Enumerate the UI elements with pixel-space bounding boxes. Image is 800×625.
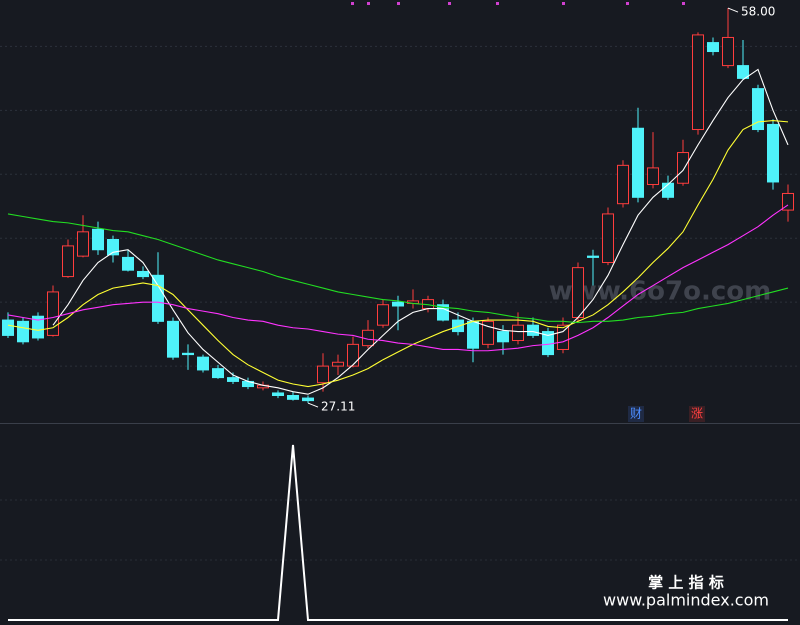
marker [626,2,629,5]
plot: 58.00 27.11 [0,5,800,621]
candle-body [17,320,29,343]
watermark-url: www.palmindex.com [603,591,769,610]
candle-body [197,356,209,371]
ma-line [7,213,789,324]
candle-body [227,377,239,382]
candle-body [617,164,629,205]
candle-body [47,291,59,336]
candle-body [182,352,194,356]
candle-body [467,320,479,349]
candle-body [632,127,644,198]
badge-rise: 涨 [691,406,703,421]
annotation-label: 27.11 [321,400,355,414]
badge-finance: 财 [630,407,642,421]
badge-box [628,406,644,422]
candle-body [722,36,734,67]
candle-body [2,319,14,336]
marker [351,2,354,5]
candle-body [77,231,89,257]
candle-body [527,324,539,336]
candle-body [587,255,599,258]
annotation-pointer [307,402,319,408]
candle-body [692,34,704,131]
marker [496,2,499,5]
candle-body [377,304,389,326]
candle-body [647,167,659,186]
candle-body [317,365,329,384]
candle-body [62,245,74,278]
candle-body [662,182,674,198]
candle-body [287,395,299,400]
ma-line [7,204,789,352]
marker [448,2,451,5]
candle-body [557,324,569,350]
candle-body [107,239,119,256]
candle-body [302,397,314,402]
ma-line [52,68,789,395]
candle-body [482,320,494,345]
candle-body [152,274,164,322]
candle-body [167,320,179,358]
candle-body [332,361,344,367]
candle-body [707,42,719,53]
annotation-label: 58.00 [741,5,775,19]
marker [682,2,685,5]
candle-body [32,315,44,339]
candle-body [677,152,689,184]
candle-body [602,213,614,264]
top-markers [351,2,685,5]
indicator-line [8,444,788,621]
marker [367,2,370,5]
candle-body [92,228,104,251]
candle-body [782,192,794,211]
candle-body [752,88,764,131]
marker [562,2,565,5]
candle-body [137,270,149,278]
ma-line [7,120,789,388]
candle-body [122,256,134,271]
candle-body [437,304,449,321]
annotation-pointer [727,7,739,13]
marker [397,2,400,5]
candle-body [767,123,779,183]
candle-body [272,392,284,397]
candle-body [452,319,464,333]
badge-box [689,406,705,422]
candle-body [572,267,584,319]
candle-body [512,324,524,342]
candle-body [392,301,404,307]
candle-body [347,343,359,367]
watermark-title: 掌 上 指 标 [648,574,724,592]
candle-body [497,331,509,343]
candle-body [737,65,749,79]
candle-body [212,368,224,379]
